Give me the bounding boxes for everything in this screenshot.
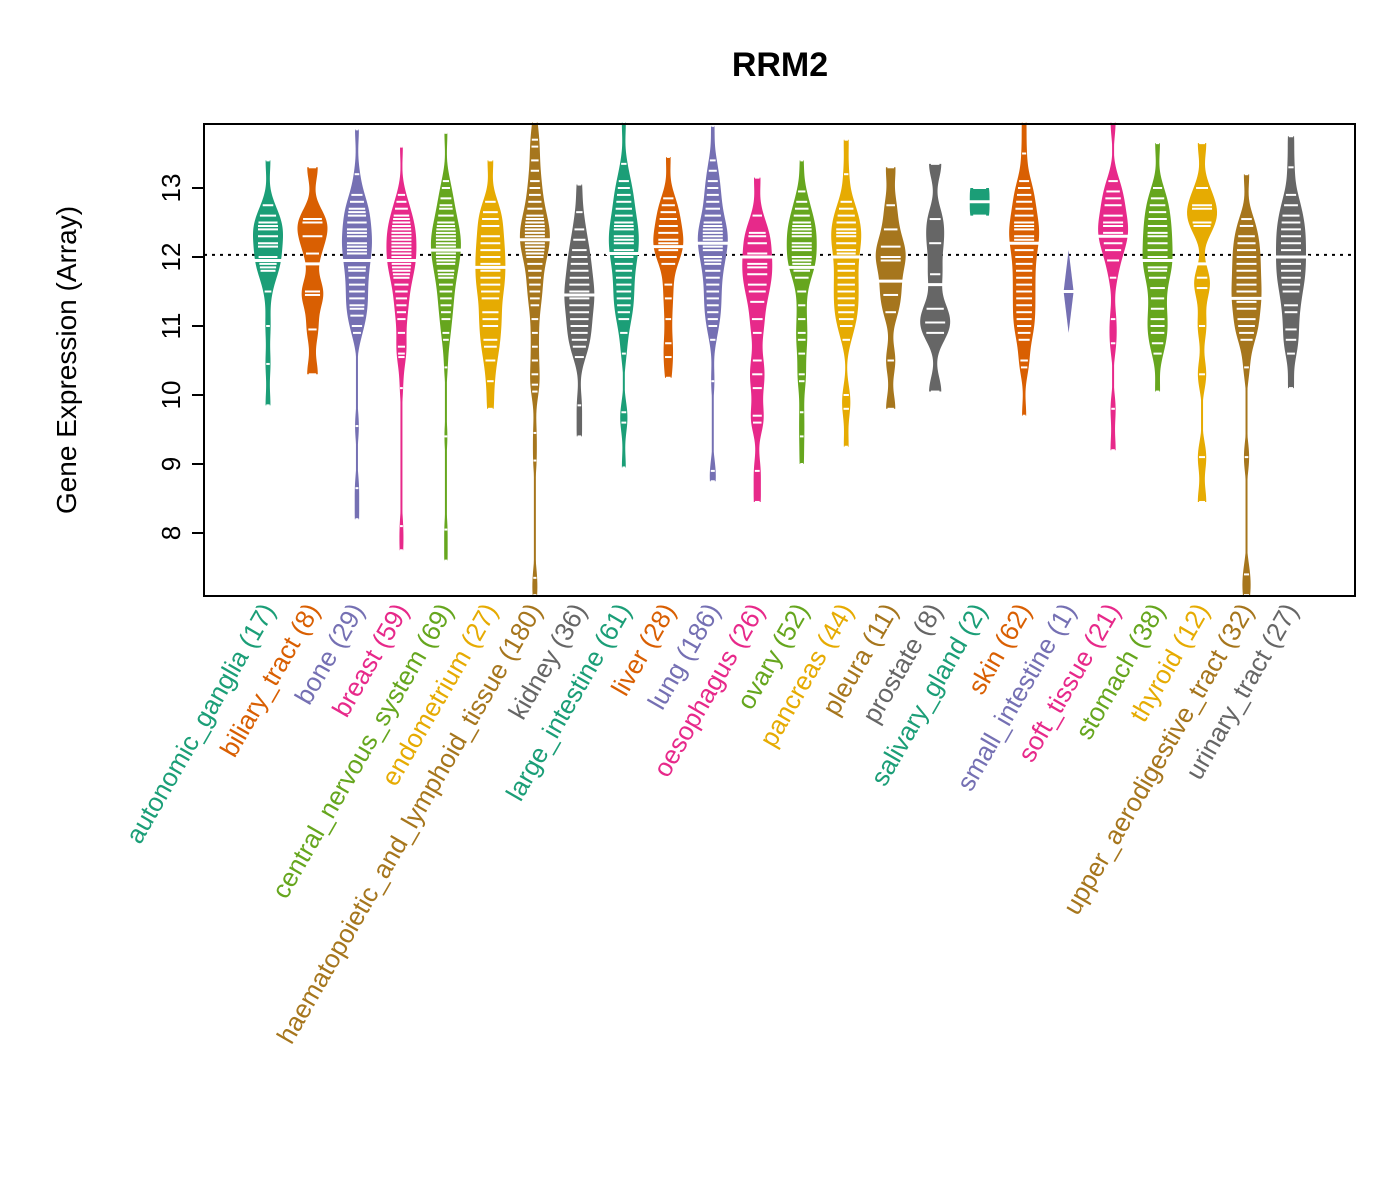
violin-shape (386, 146, 417, 551)
violin-shape (875, 167, 906, 409)
violin-thyroid (1187, 142, 1218, 503)
violin-shape (653, 156, 684, 378)
violin-biliary-tract (297, 166, 328, 376)
violin-bone (339, 128, 375, 521)
violin-liver (649, 155, 687, 379)
violin-shape (1187, 143, 1218, 502)
violin-central-nervous-system (427, 131, 465, 562)
y-tick-label: 11 (156, 313, 186, 340)
chart-title: RRM2 (732, 46, 828, 84)
violin-shape (297, 167, 328, 375)
y-tick-label: 9 (156, 457, 186, 471)
violin-autonomic-ganglia (251, 159, 285, 407)
violin-haematopoietic-and-lymphoid-tissue (515, 121, 554, 597)
violin-shape (786, 160, 817, 464)
violin-shape (1098, 122, 1129, 451)
violin-shape (519, 122, 550, 596)
violin-endometrium (471, 159, 510, 410)
violin-shape (608, 122, 639, 468)
violin-lung (693, 124, 732, 483)
violin-shape (1009, 122, 1040, 416)
violin-stomach (1138, 142, 1177, 393)
plot-frame (203, 123, 1356, 597)
violin-salivary-gland (965, 187, 994, 217)
violin-pleura (875, 166, 907, 410)
violin-prostate (920, 162, 951, 393)
y-tick-label: 8 (156, 526, 186, 540)
violin-urinary-tract (1272, 135, 1310, 390)
violin-ovary (785, 159, 819, 465)
violin-shape (1276, 136, 1306, 389)
violin-skin (1005, 121, 1043, 417)
violin-shape (920, 163, 951, 392)
violin-soft-tissue (1094, 121, 1132, 452)
violins (204, 121, 1355, 597)
violin-shape (564, 184, 595, 437)
y-axis-label: Gene Expression (Array) (51, 206, 82, 514)
violin-pancreas (829, 138, 864, 448)
violin-shape (253, 160, 283, 406)
y-tick-label: 10 (156, 381, 186, 410)
violin-large-intestine (605, 121, 642, 469)
violin-shape (697, 125, 728, 482)
violin-shape (1231, 174, 1262, 596)
violin-shape (430, 132, 461, 561)
violin-oesophagus (738, 176, 777, 503)
y-tick-label: 13 (156, 174, 186, 203)
violin-shape (742, 177, 773, 502)
x-axis-labels: autonomic_ganglia (17)biliary_tract (8)b… (119, 598, 1304, 1049)
y-tick-label: 12 (156, 243, 186, 272)
violin-kidney (560, 183, 599, 438)
violin-upper-aerodigestive-tract (1227, 173, 1266, 597)
violin-shape (831, 139, 862, 447)
y-axis: 8 9 10 11 12 13 (156, 174, 204, 540)
violin-shape (341, 129, 372, 520)
violin-small-intestine (1059, 250, 1078, 333)
violin-breast (383, 145, 420, 552)
